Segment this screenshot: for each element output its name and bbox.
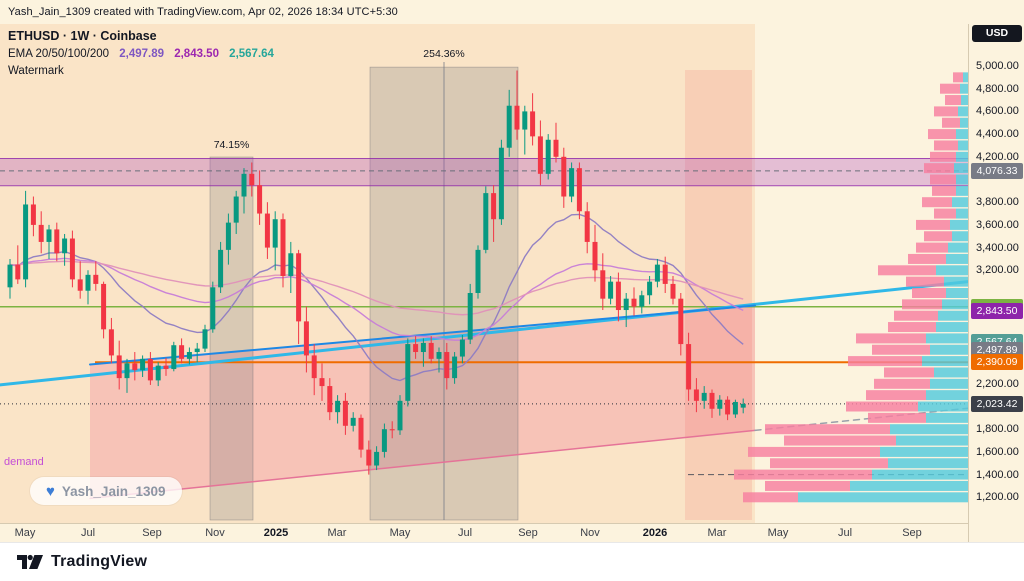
currency-button[interactable]: USD: [972, 25, 1022, 42]
time-axis-label: Jul: [837, 527, 853, 539]
price-axis-tick: 1,800.00: [976, 423, 1019, 436]
watermark-indicator-label[interactable]: Watermark: [8, 65, 64, 77]
time-axis[interactable]: May Jul Sep Nov 2025 Mar May Jul Sep Nov 2026 Mar Ma…: [0, 523, 968, 542]
time-axis-label: 2025: [263, 527, 289, 539]
ema-value-1: 2,497.89: [119, 47, 164, 60]
ema-value-2: 2,843.50: [174, 47, 219, 60]
attribution-bar: Yash_Jain_1309 created with TradingView.…: [0, 0, 1024, 24]
heart-icon: ♥: [46, 482, 55, 500]
price-axis-tick: 1,400.00: [976, 468, 1019, 481]
volume-profile-layer: [734, 72, 968, 503]
price-axis-tick: 3,200.00: [976, 264, 1019, 277]
attribution-text: Yash_Jain_1309 created with TradingView.…: [8, 6, 398, 18]
time-axis-label: Sep: [902, 527, 922, 539]
time-axis-label: May: [767, 527, 789, 539]
ema-indicator-label: EMA 20/50/100/200: [8, 47, 110, 60]
price-axis-tick: 4,200.00: [976, 150, 1019, 163]
price-axis[interactable]: USD 5,000.00 4,800.00 4,600.00 4,400.00 4,20…: [968, 24, 1024, 542]
watermark-username: Yash_Jain_1309: [61, 483, 166, 499]
range-measure-layer: 74.15% 254.36%: [209, 48, 519, 521]
price-label-pill: 2,843.50: [971, 302, 1023, 319]
ema-lines-layer: [9, 213, 744, 382]
price-label-pill: 2,390.09: [971, 354, 1023, 371]
time-axis-label: 2026: [642, 527, 668, 539]
time-axis-label: Mar: [327, 527, 347, 539]
candles-layer: [7, 70, 746, 475]
price-label-pill: 2,023.42: [971, 395, 1023, 412]
time-axis-label: May: [389, 527, 411, 539]
price-axis-tick: 3,600.00: [976, 218, 1019, 231]
time-axis-label: Mar: [707, 527, 727, 539]
time-axis-label: Nov: [580, 527, 600, 539]
user-watermark[interactable]: ♥ Yash_Jain_1309: [30, 477, 182, 505]
candlestick-chart[interactable]: 74.15% 254.36%: [0, 24, 968, 523]
time-axis-label: Jul: [80, 527, 96, 539]
supply-zone: [0, 158, 968, 187]
price-axis-tick: 1,600.00: [976, 445, 1019, 458]
chart-area[interactable]: 74.15% 254.36% ETHUSD · 1W · Coinbase EMA…: [0, 24, 968, 523]
chart-legend: ETHUSD · 1W · Coinbase EMA 20/50/100/200…: [8, 27, 274, 80]
price-label-pill: 4,076.33: [971, 162, 1023, 179]
time-axis-label: Jul: [457, 527, 473, 539]
price-axis-tick: 5,000.00: [976, 60, 1019, 72]
ema-value-3: 2,567.64: [229, 47, 274, 60]
price-label-pill: 2,497.89: [971, 341, 1023, 358]
ema-indicator-row[interactable]: EMA 20/50/100/200 2,497.89 2,843.50 2,56…: [8, 46, 274, 63]
tradingview-logo-icon[interactable]: [17, 553, 43, 571]
time-axis-label: Sep: [518, 527, 538, 539]
time-axis-label: Nov: [205, 527, 225, 539]
range-percent-label: 254.36%: [423, 48, 464, 60]
time-axis-label: May: [14, 527, 36, 539]
price-axis-tick: 2,200.00: [976, 377, 1019, 390]
tradingview-brand-text[interactable]: TradingView: [51, 553, 148, 570]
price-axis-tick: 3,800.00: [976, 196, 1019, 209]
price-axis-tick: 4,800.00: [976, 82, 1019, 95]
demand-annotation[interactable]: demand: [4, 456, 44, 468]
trendlines-layer: [0, 280, 968, 500]
symbol-title[interactable]: ETHUSD · 1W · Coinbase: [8, 29, 157, 43]
time-axis-label: Sep: [142, 527, 162, 539]
footer-bar: TradingView: [0, 542, 1024, 581]
price-axis-tick: 4,400.00: [976, 128, 1019, 141]
price-channel: [90, 70, 755, 520]
session-tint-layer: [0, 24, 755, 523]
price-axis-tick: 1,200.00: [976, 491, 1019, 504]
range-percent-label: 74.15%: [214, 139, 250, 151]
price-axis-tick: 3,400.00: [976, 241, 1019, 254]
price-axis-tick: 4,600.00: [976, 105, 1019, 118]
